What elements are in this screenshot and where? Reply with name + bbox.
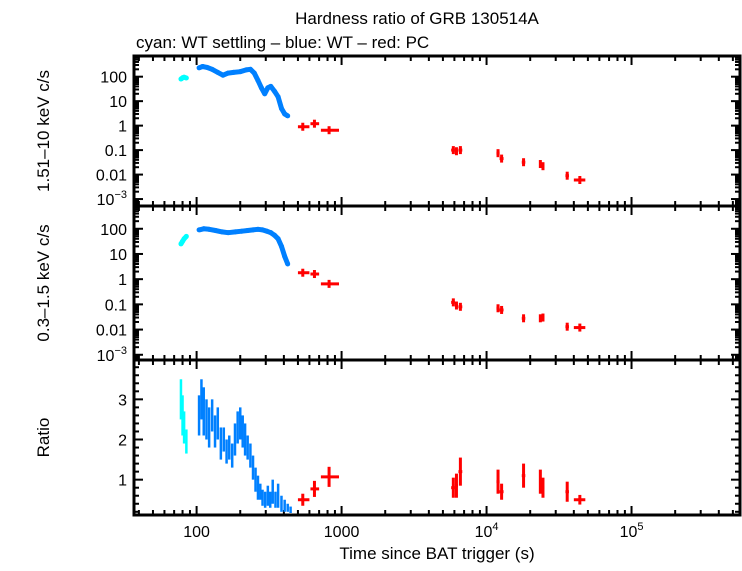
y-tick-label: 0.1 [105, 297, 127, 314]
data-point [258, 85, 264, 91]
data-point [201, 226, 207, 232]
data-point [262, 91, 268, 97]
data-point [212, 228, 218, 234]
y-tick-label: 2 [118, 433, 127, 450]
x-axis-label: Time since BAT trigger (s) [339, 544, 534, 563]
data-point [268, 230, 274, 236]
data-point [268, 83, 274, 89]
data-point [264, 228, 270, 234]
x-tick-label: 100 [183, 524, 210, 541]
y-tick-label: 1 [118, 272, 127, 289]
data-point [243, 67, 249, 73]
data-point [245, 228, 251, 234]
series-pc [297, 268, 586, 332]
data-point [251, 70, 257, 76]
data-point [239, 228, 245, 234]
chart-title: Hardness ratio of GRB 130514A [295, 9, 539, 28]
data-point [219, 229, 225, 235]
data-point [231, 69, 237, 75]
x-tick-label: 105 [620, 521, 644, 541]
series-wt-settling [178, 74, 189, 82]
data-point [255, 77, 261, 83]
data-point [215, 69, 221, 75]
data-point [200, 64, 206, 70]
data-point [255, 226, 261, 232]
y-tick-label: 100 [100, 70, 127, 87]
data-line [198, 64, 290, 119]
panel-1: 100 10 1 0.1 0.01 10−3 1.51–10 keV c/s [34, 54, 742, 209]
data-point [196, 227, 202, 233]
data-point [209, 66, 215, 72]
data-point [220, 72, 226, 78]
series-wt-settling [179, 379, 188, 454]
panel-frame [132, 358, 742, 517]
y-tick-label: 10 [109, 247, 127, 264]
y-tick-label: 3 [118, 392, 127, 409]
series-wt [196, 64, 291, 119]
y-tick-label: 10 [109, 94, 127, 111]
panel-2: 100 10 1 0.1 0.01 10−3 0.3–1.5 keV c/s [34, 204, 742, 365]
data-point [272, 88, 278, 94]
data-point [272, 232, 278, 238]
data-point [237, 69, 243, 75]
series-pc [297, 119, 586, 185]
data-point [206, 226, 212, 232]
y-tick-label: 100 [100, 222, 127, 239]
chart-subtitle: cyan: WT settling – blue: WT – red: PC [136, 33, 429, 52]
series-wt-settling [178, 233, 189, 247]
data-point [278, 106, 284, 112]
series-wt [196, 226, 291, 267]
data-point [250, 227, 256, 233]
y-axis-label: Ratio [34, 418, 53, 458]
data-point [282, 253, 288, 259]
data-point [260, 227, 266, 233]
data-point [204, 64, 210, 70]
data-point [225, 230, 231, 236]
panel-frame [132, 204, 742, 362]
panel-frame [132, 54, 742, 208]
y-tick-label: 1 [118, 473, 127, 490]
y-tick-label: 0.1 [105, 143, 127, 160]
data-point [275, 94, 281, 100]
y-tick-label: 0.01 [96, 323, 127, 340]
data-point [183, 233, 189, 239]
data-point [247, 66, 253, 72]
data-point [278, 243, 284, 249]
y-tick-label: 0.01 [96, 168, 127, 185]
x-tick-label: 104 [475, 521, 499, 541]
y-axis-label: 0.3–1.5 keV c/s [34, 224, 53, 341]
y-tick-label: 10−3 [97, 345, 127, 365]
data-point [285, 261, 291, 267]
panel-3: 3 2 1 Ratio [34, 358, 742, 517]
series-pc [297, 457, 586, 506]
data-point [232, 229, 238, 235]
data-point [183, 75, 189, 81]
x-tick-label: 1000 [324, 524, 360, 541]
data-point [285, 113, 291, 119]
y-axis-label: 1.51–10 keV c/s [34, 70, 53, 192]
data-point [225, 70, 231, 76]
y-tick-label: 10−3 [97, 189, 127, 209]
series-wt [197, 379, 292, 513]
data-point [275, 236, 281, 242]
x-tick-labels: 100 1000 104 105 [183, 521, 643, 541]
y-tick-label: 1 [118, 119, 127, 136]
